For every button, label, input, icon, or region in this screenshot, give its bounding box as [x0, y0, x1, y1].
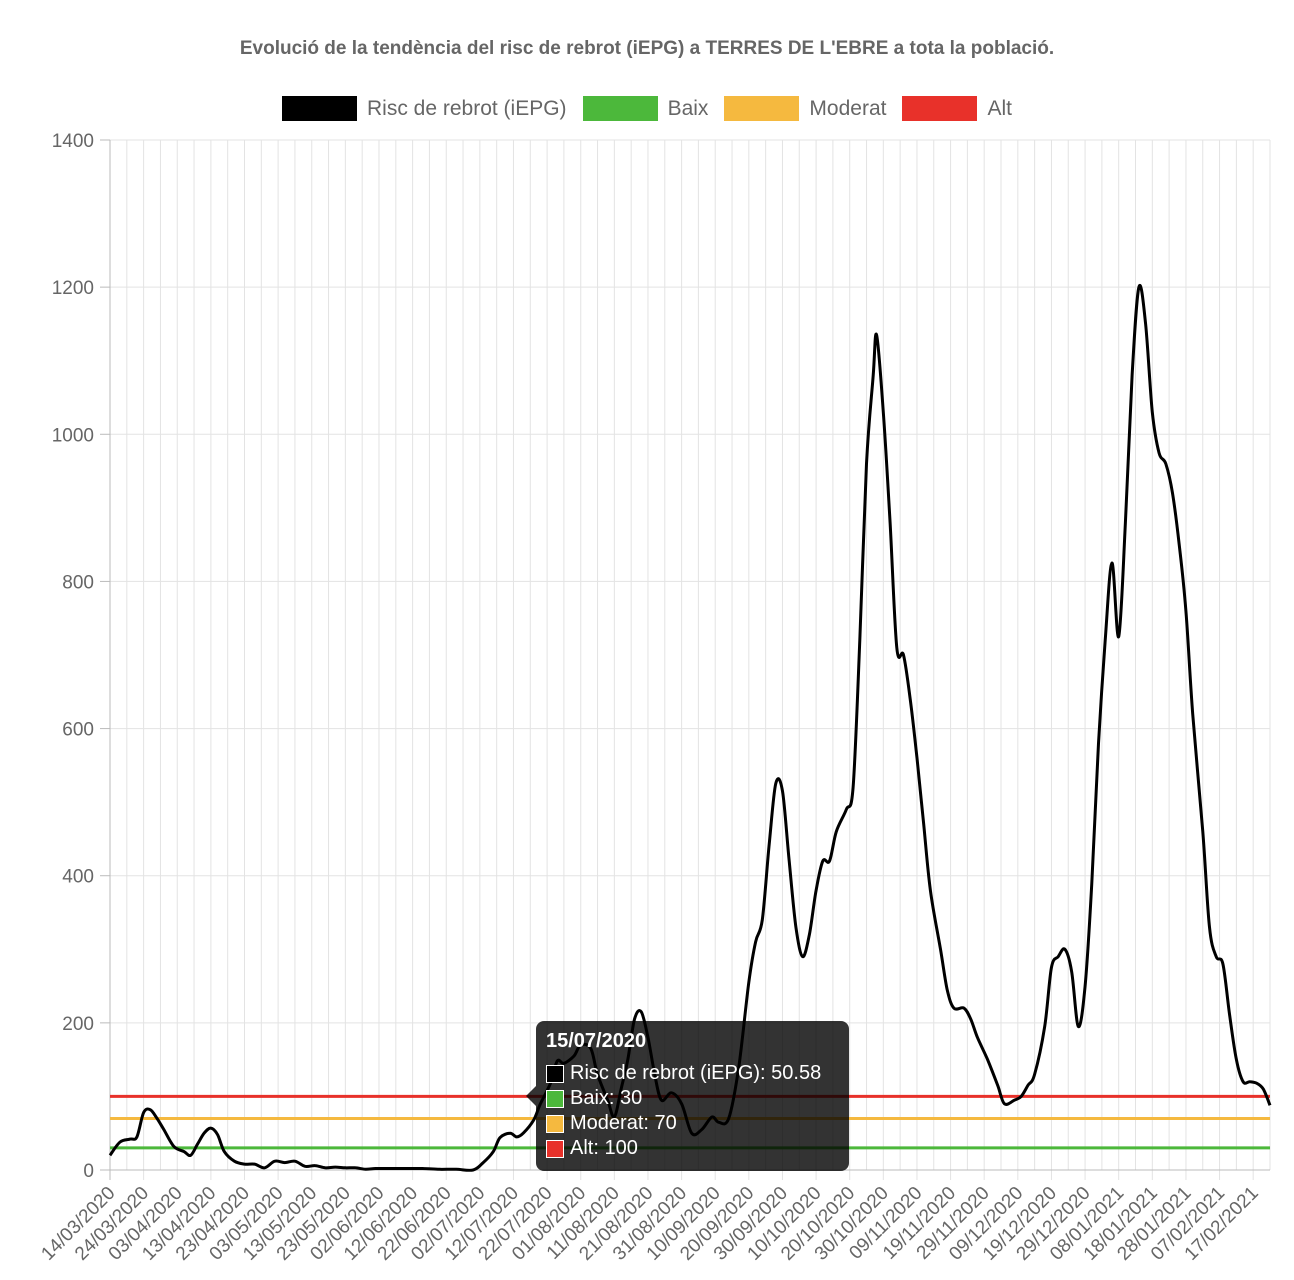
y-tick-labels: 0 200 400 600 800 1000 1200 1400	[52, 131, 94, 1182]
legend-label-baix: Baix	[667, 96, 709, 120]
y-tick-label: 200	[62, 1014, 94, 1035]
y-tick-label: 600	[62, 720, 94, 741]
tooltip-row-baix: Baix: 30	[546, 1086, 839, 1111]
tooltip-row-risc: Risc de rebrot (iEPG): 50.58	[546, 1061, 839, 1086]
legend-label-alt: Alt	[987, 96, 1012, 120]
legend-swatch-alt	[902, 96, 978, 121]
tooltip-title: 15/07/2020	[546, 1030, 647, 1052]
legend-label-moderat: Moderat	[809, 96, 887, 120]
legend-item-baix[interactable]: Baix	[582, 96, 709, 121]
chart-legend: Risc de rebrot (iEPG) Baix Moderat Alt	[0, 96, 1294, 121]
tooltip-label-baix: Baix: 30	[570, 1087, 643, 1109]
legend-swatch-moderat	[724, 96, 800, 121]
legend-swatch-baix	[582, 96, 658, 121]
chart-title: Evolució de la tendència del risc de reb…	[239, 38, 1055, 59]
tooltip-swatch-moderat	[546, 1114, 564, 1133]
grid-lines	[109, 139, 1271, 1180]
chart-tooltip: 15/07/2020 Risc de rebrot (iEPG): 50.58 …	[536, 1021, 849, 1171]
y-tick-label: 0	[83, 1161, 94, 1182]
legend-label-risc: Risc de rebrot (iEPG)	[367, 96, 567, 120]
tooltip-caret	[526, 1086, 536, 1106]
legend-swatch-risc	[282, 96, 357, 121]
y-tick-label: 1200	[52, 278, 94, 299]
tooltip-swatch-risc	[546, 1064, 564, 1083]
tooltip-row-moderat: Moderat: 70	[546, 1111, 839, 1136]
legend-item-alt[interactable]: Alt	[902, 96, 1012, 121]
tooltip-label-risc: Risc de rebrot (iEPG): 50.58	[570, 1062, 822, 1084]
y-tick-label: 1000	[52, 425, 94, 446]
x-tick-labels: 14/03/202024/03/202003/04/202013/04/2020…	[37, 1183, 1262, 1265]
y-tick-label: 400	[62, 867, 94, 888]
tooltip-row-alt: Alt: 100	[546, 1136, 839, 1161]
legend-item-risc[interactable]: Risc de rebrot (iEPG)	[282, 96, 567, 121]
y-tick-label: 800	[62, 572, 94, 593]
tooltip-swatch-alt	[546, 1139, 564, 1158]
tooltip-swatch-baix	[546, 1089, 564, 1108]
y-tick-label: 1400	[52, 131, 94, 152]
series-line-risc-de-rebrot	[108, 283, 1272, 1172]
tooltip-label-alt: Alt: 100	[570, 1137, 638, 1159]
tooltip-label-moderat: Moderat: 70	[570, 1112, 677, 1134]
legend-item-moderat[interactable]: Moderat	[724, 96, 886, 121]
